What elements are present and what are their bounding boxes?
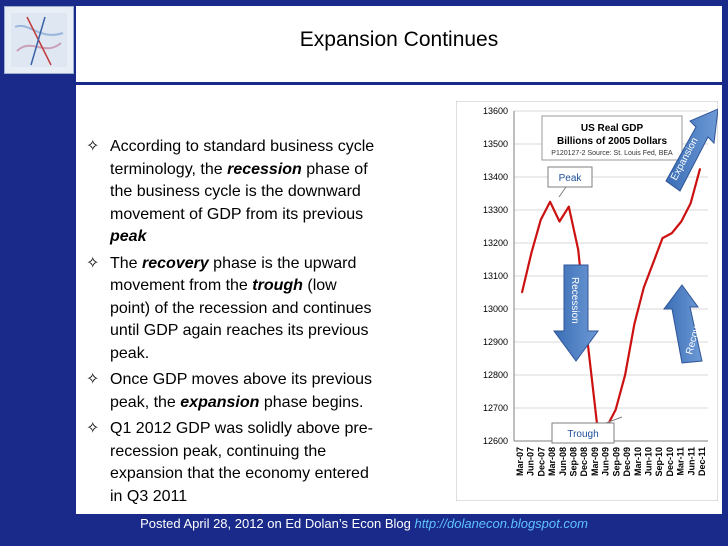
logo-graphic [11, 13, 67, 67]
chart-title-box [541, 115, 683, 161]
y-tick-label: 12600 [483, 436, 508, 446]
footer: Posted April 28, 2012 on Ed Dolan’s Econ… [0, 514, 728, 534]
bullet-emphasis: trough [252, 277, 303, 294]
x-tick-label: Mar-08 [547, 447, 557, 476]
data-point [680, 220, 683, 223]
x-tick-label: Mar-10 [633, 447, 643, 476]
recession-label: Recession [569, 277, 580, 324]
blog-link[interactable]: http://dolanecon.blogspot.com [414, 516, 588, 531]
peak-callout: Peak [547, 166, 593, 198]
x-tick-label: Jun-10 [643, 447, 653, 476]
x-tick-label: Jun-08 [558, 447, 568, 476]
bullet-item: ✧ Once GDP moves above its previous peak,… [86, 369, 376, 414]
data-point [549, 200, 551, 203]
recovery-arrow-shape [663, 284, 703, 364]
chart-subtitle: Billions of 2005 Dollars [557, 136, 667, 147]
diamond-bullet-icon: ✧ [86, 138, 100, 155]
y-tick-label: 13200 [483, 238, 508, 248]
data-point [642, 286, 645, 289]
x-tick-label: Sep-10 [654, 447, 664, 477]
y-tick-label: 13500 [483, 139, 508, 149]
bullet-list: ✧ According to standard business cycle te… [86, 136, 376, 512]
bullet-text: phase is the upward movement from the [110, 254, 357, 295]
bullet-emphasis: expansion [180, 393, 260, 411]
y-tick-label: 13100 [483, 271, 508, 281]
y-tick-label: 12700 [483, 403, 508, 413]
data-point [699, 167, 701, 170]
recovery-arrow: Recovery [663, 284, 706, 364]
x-tick-label: Dec-10 [665, 447, 675, 477]
chart-source: P120127-2 Source: St. Louis Fed, BEA [551, 150, 673, 157]
recession-arrow: Recession [553, 264, 599, 362]
peak-label: Peak [559, 173, 583, 184]
x-tick-label: Mar-07 [515, 447, 525, 476]
x-tick-label: Mar-11 [676, 447, 686, 476]
x-tick-label: Jun-09 [601, 447, 611, 476]
data-point [614, 408, 617, 411]
bullet-text: The [110, 254, 143, 272]
bullet-emphasis: recovery [142, 254, 209, 272]
y-tick-label: 13400 [483, 172, 508, 182]
data-point [671, 232, 673, 234]
x-tick-label: Dec-11 [697, 447, 707, 476]
data-point [558, 220, 561, 223]
bullet-text: phase of the business cycle is the downw… [110, 160, 368, 223]
title-divider [76, 82, 722, 85]
trough-callout: Trough [551, 416, 623, 444]
peak-pointer [558, 186, 567, 198]
footer-text: Posted April 28, 2012 on Ed Dolan’s Econ… [140, 516, 415, 531]
data-point [689, 202, 692, 205]
x-tick-label: Jun-11 [686, 447, 696, 476]
peak-label-box [547, 166, 593, 188]
gdp-line [520, 168, 702, 429]
x-tick-label: Sep-08 [569, 447, 579, 477]
x-tick-label: Jun-07 [526, 447, 536, 476]
gdp-chart: 12600 12700 12800 12900 13000 13100 13200 13300… [456, 101, 718, 501]
data-point [539, 219, 542, 221]
bullet-text: Once GDP moves above its previous peak, … [110, 371, 373, 411]
logo [4, 6, 74, 74]
y-tick-label: 12900 [483, 337, 508, 347]
bullet-item: ✧ Q1 2012 GDP was solidly above pre-reces… [86, 418, 376, 508]
bullet-text: Q1 2012 GDP was solidly above pre-recess… [110, 420, 373, 505]
y-tick-label: 12800 [483, 370, 508, 380]
recession-arrow-shape [553, 264, 599, 362]
data-point [652, 262, 654, 264]
trough-label: Trough [567, 429, 598, 440]
x-tick-label: Dec-08 [579, 447, 589, 477]
data-point [521, 291, 523, 294]
x-tick-label: Dec-07 [536, 447, 546, 477]
bullet-emphasis: peak [110, 228, 147, 245]
bullet-item: ✧ The recovery phase is the upward moveme… [86, 253, 376, 366]
diamond-bullet-icon: ✧ [86, 371, 100, 388]
slide-title: Expansion Continues [299, 28, 499, 51]
bullet-text: According to standard business cycle ter… [110, 138, 375, 178]
diamond-bullet-icon: ✧ [86, 254, 100, 272]
x-tick-label: Mar-09 [590, 447, 600, 476]
data-point [633, 323, 636, 325]
data-point [661, 237, 664, 239]
bullet-emphasis: recession [227, 160, 302, 178]
data-point [577, 248, 580, 251]
y-tick-label: 13000 [483, 304, 508, 314]
chart-title: US Real GDP [581, 123, 644, 134]
x-tick-label: Dec-09 [622, 447, 632, 477]
diamond-bullet-icon: ✧ [86, 420, 100, 437]
data-point [624, 374, 626, 376]
y-tick-label: 13300 [483, 205, 508, 215]
bullet-item: ✧ According to standard business cycle te… [86, 136, 376, 249]
trough-pointer [605, 416, 623, 424]
slide: Expansion Continues ✧ According to standa… [76, 6, 722, 514]
trough-label-box [551, 422, 615, 444]
data-point [530, 252, 533, 254]
bullet-text: phase begins. [259, 393, 364, 411]
data-point [568, 205, 570, 208]
x-tick-label: Sep-09 [611, 447, 621, 477]
expansion-arrow-shape [665, 108, 718, 192]
y-tick-label: 13600 [483, 106, 508, 116]
bullet-text: (low point) of the recession and continu… [110, 277, 372, 362]
